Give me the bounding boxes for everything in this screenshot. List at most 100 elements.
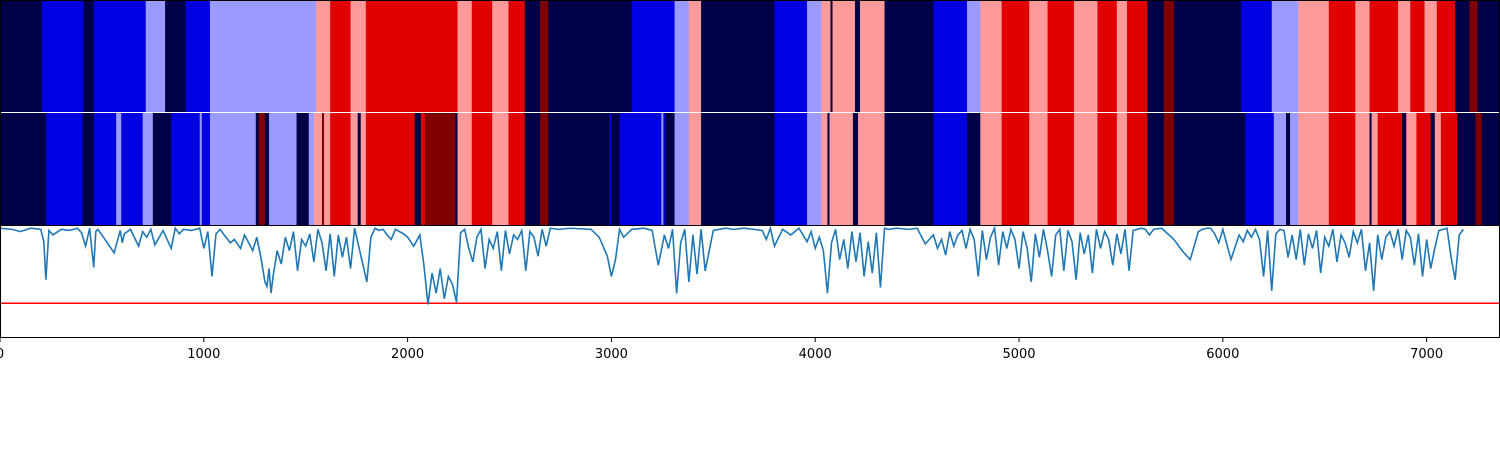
bottom-track-segment-27 (420, 113, 426, 225)
bottom-track-segment-22 (350, 113, 358, 225)
top-track-segment-11 (365, 0, 458, 112)
top-track-segment-21 (688, 0, 702, 112)
bottom-track-segment-42 (665, 113, 675, 225)
bottom-track-segment-39 (619, 113, 662, 225)
bottom-track-segment-73 (1355, 113, 1370, 225)
bottom-track-segment-3 (93, 113, 117, 225)
top-track-segment-7 (209, 0, 317, 112)
top-track-segment-39 (1116, 0, 1128, 112)
bottom-track-segment-12 (255, 113, 260, 225)
bottom-track-segment-43 (674, 113, 690, 225)
top-track-segment-48 (1355, 0, 1370, 112)
top-track-segment-0 (0, 0, 43, 112)
bottom-track-segment-29 (455, 113, 458, 225)
top-track-segment-36 (1047, 0, 1075, 112)
top-track-segment-46 (1298, 0, 1330, 112)
bottom-track-segment-5 (121, 113, 143, 225)
bottom-track-segment-79 (1416, 113, 1432, 225)
top-track-segment-44 (1241, 0, 1273, 112)
top-track-segment-42 (1163, 0, 1175, 112)
bottom-track-segment-47 (807, 113, 822, 225)
top-track-segment-15 (508, 0, 526, 112)
top-track-segment-18 (548, 0, 633, 112)
bottom-track-segment-38 (611, 113, 620, 225)
bottom-track-segment-1 (45, 113, 83, 225)
top-track-segment-31 (933, 0, 968, 112)
top-track-segment-50 (1398, 0, 1411, 112)
top-track-segment-45 (1271, 0, 1299, 112)
bottom-track-segment-63 (1127, 113, 1148, 225)
bottom-track-segment-72 (1328, 113, 1356, 225)
bottom-track-segment-55 (967, 113, 981, 225)
series-line (0, 225, 1464, 305)
bottom-track-segment-61 (1097, 113, 1118, 225)
bottom-track-segment-13 (258, 113, 266, 225)
top-track-segment-13 (471, 0, 493, 112)
bottom-track-segment-26 (414, 113, 422, 225)
bottom-track-segment-59 (1047, 113, 1075, 225)
top-track-segment-5 (165, 0, 186, 112)
bottom-track-segment-45 (701, 113, 775, 225)
top-track-segment-30 (884, 0, 934, 112)
bottom-track-segment-58 (1029, 113, 1048, 225)
bottom-track-segment-78 (1406, 113, 1417, 225)
top-track-segment-27 (832, 0, 856, 112)
bottom-track-segment-24 (360, 113, 367, 225)
bottom-track-segment-37 (609, 113, 612, 225)
bottom-track-segment-34 (524, 113, 541, 225)
top-track-segment-38 (1097, 0, 1118, 112)
top-track-segment-16 (524, 0, 541, 112)
top-track-segment-9 (330, 0, 351, 112)
bottom-track-segment-77 (1402, 113, 1407, 225)
state-track-bottom (0, 113, 1500, 225)
x-tick-label-7: 7000 (1410, 347, 1443, 362)
x-tick-label-6: 6000 (1206, 347, 1239, 362)
bottom-track-segment-20 (324, 113, 331, 225)
x-tick-label-3: 3000 (595, 347, 628, 362)
top-track-segment-56 (1477, 0, 1500, 112)
bottom-track-segment-49 (827, 113, 830, 225)
bottom-track-segment-46 (774, 113, 808, 225)
bottom-track-segment-50 (829, 113, 854, 225)
bottom-track-segment-9 (199, 113, 203, 225)
bottom-track-segment-31 (471, 113, 493, 225)
bottom-track-segment-17 (308, 113, 315, 225)
bottom-track-segment-0 (0, 113, 47, 225)
bottom-track-segment-15 (269, 113, 297, 225)
top-track-segment-47 (1328, 0, 1356, 112)
top-track-segment-28 (854, 0, 861, 112)
bottom-track-segment-14 (264, 113, 270, 225)
top-track-segment-41 (1147, 0, 1165, 112)
bottom-track-segment-19 (322, 113, 325, 225)
bottom-track-segment-70 (1290, 113, 1299, 225)
x-tick-label-1: 1000 (187, 347, 220, 362)
bottom-track-segment-8 (171, 113, 201, 225)
top-track-segment-19 (631, 0, 675, 112)
bottom-track-segment-69 (1286, 113, 1291, 225)
bottom-track-segment-7 (152, 113, 172, 225)
top-track-segment-24 (807, 0, 822, 112)
bottom-track-segment-28 (424, 113, 456, 225)
bottom-track-segment-54 (933, 113, 968, 225)
x-tick-label-0: 0 (0, 347, 4, 362)
bottom-track-segment-21 (330, 113, 351, 225)
top-track-segment-52 (1424, 0, 1438, 112)
top-track-segment-49 (1369, 0, 1399, 112)
bottom-track-segment-83 (1457, 113, 1476, 225)
bottom-track-segment-71 (1298, 113, 1330, 225)
bottom-track-segment-53 (884, 113, 934, 225)
bottom-track-segment-81 (1434, 113, 1442, 225)
bottom-track-segment-84 (1475, 113, 1482, 225)
top-track-segment-22 (701, 0, 775, 112)
bottom-track-segment-57 (1001, 113, 1030, 225)
x-axis: 0 1000 2000 3000 4000 5000 6000 7000 (0, 338, 1443, 362)
bottom-track-segment-76 (1377, 113, 1403, 225)
top-track-segment-34 (1001, 0, 1030, 112)
bottom-track-segment-23 (357, 113, 362, 225)
bottom-track-segment-85 (1481, 113, 1500, 225)
top-track-segment-51 (1410, 0, 1425, 112)
bottom-track-segment-74 (1369, 113, 1372, 225)
bottom-track-segment-6 (142, 113, 154, 225)
top-track-segment-3 (93, 0, 147, 112)
